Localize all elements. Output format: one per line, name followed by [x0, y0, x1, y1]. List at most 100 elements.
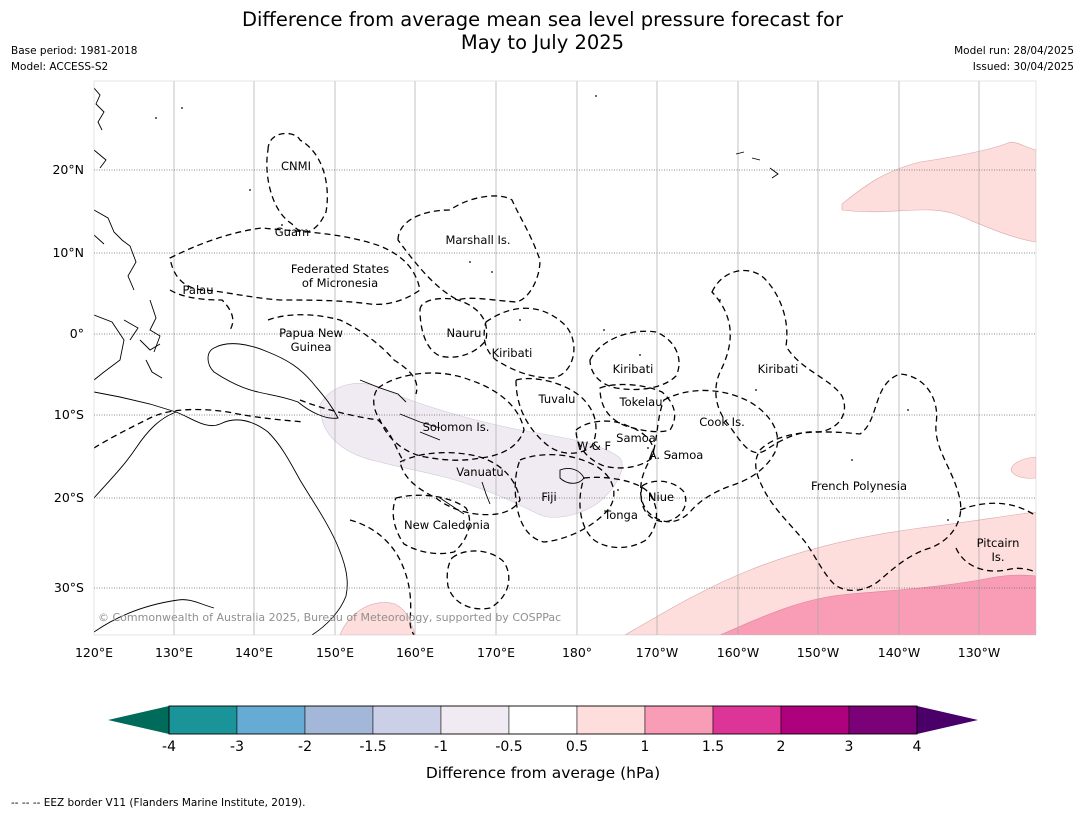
- colorbar-tick-label: -3: [230, 739, 244, 755]
- coast-vanuatu: [481, 481, 491, 505]
- colorbar: -4 -3 -2 -1.5 -1 -0.5 0.5 1 1.5 2 3 4 Difference fr…: [108, 705, 978, 782]
- coast-borneo: [94, 314, 125, 381]
- colorbar-tick-label: -1.5: [359, 739, 386, 755]
- coast-new-britain: [359, 379, 407, 403]
- base-period: Base period: 1981-2018: [11, 45, 138, 57]
- lon-tick-label: 170°E: [477, 645, 515, 660]
- eez-norfolk: [446, 550, 510, 610]
- region-label-frpoly: French Polynesia: [811, 479, 907, 493]
- model-name: Model: ACCESS-S2: [11, 61, 109, 73]
- colorbar-swatch: [440, 705, 510, 735]
- colorbar-tick-label: -4: [162, 739, 176, 755]
- eez-cnmi: [266, 132, 328, 233]
- coast-new-guinea: [207, 343, 339, 419]
- copyright-notice: © Commonwealth of Australia 2025, Bureau…: [98, 611, 561, 624]
- lon-tick-label: 160°E: [396, 645, 434, 660]
- issued-date: Issued: 30/04/2025: [972, 61, 1074, 73]
- eez-fsm: [169, 227, 421, 306]
- eez-fiji: [514, 453, 615, 543]
- colorbar-swatch: [848, 705, 918, 735]
- colorbar-title: Difference from average (hPa): [426, 764, 660, 782]
- colorbar-swatch: [168, 705, 238, 735]
- colorbar-swatch: [236, 705, 306, 735]
- eez-indonesia: [94, 408, 305, 449]
- region-label-guam: Guam: [275, 225, 309, 239]
- colorbar-tick-label: 1: [641, 739, 650, 755]
- colorbar-swatch: [576, 705, 646, 735]
- graticule: [173, 81, 980, 635]
- region-label-fsm: Federated States: [291, 262, 389, 276]
- region-label-png: Papua New: [279, 326, 343, 340]
- colorbar-tick-label: 0.5: [566, 739, 588, 755]
- region-label-cook: Cook Is.: [699, 415, 744, 429]
- coast-hawaii: [735, 151, 779, 179]
- region-label-kiribati2: Kiribati: [613, 362, 654, 376]
- coastlines: [94, 87, 779, 635]
- colorbar-tick-label: -2: [298, 739, 312, 755]
- region-label-palau: Palau: [183, 283, 214, 297]
- coast-australia: [94, 411, 348, 635]
- region-label-tonga: Tonga: [603, 508, 638, 522]
- meta-right: Model run: 28/04/2025 Issued: 30/04/2025: [954, 43, 1074, 75]
- colorbar-tick-label: 1.5: [702, 739, 724, 755]
- model-run: Model run: 28/04/2025: [954, 45, 1074, 57]
- lat-tick-label: 10°N: [52, 245, 84, 260]
- colorbar-tick-label: -1: [434, 739, 448, 755]
- eez-legend: -- -- -- EEZ border V11 (Flanders Marine…: [11, 797, 306, 809]
- colorbar-tick-label: -0.5: [495, 739, 522, 755]
- lon-tick-label: 180°: [562, 645, 592, 660]
- map-frame: © Commonwealth of Australia 2025, Bureau…: [94, 81, 1036, 635]
- map-border: [93, 80, 1037, 636]
- lat-tick-labels: 20°N 10°N 0° 10°S 20°S 30°S: [52, 162, 84, 595]
- colorbar-swatch: [644, 705, 714, 735]
- region-label-fiji: Fiji: [541, 490, 556, 504]
- region-label-tuvalu: Tuvalu: [538, 392, 576, 406]
- colorbar-over-arrow: [917, 706, 978, 734]
- region-label-png: Guinea: [291, 340, 332, 354]
- colorbar-under-arrow: [108, 706, 169, 734]
- coast-solomons: [399, 413, 441, 441]
- coast-asia: [94, 87, 161, 353]
- region-label-marshall: Marshall Is.: [445, 233, 510, 247]
- meta-left: Base period: 1981-2018 Model: ACCESS-S2: [11, 43, 137, 75]
- coast-sulawesi: [139, 339, 163, 379]
- colorbar-swatch: [304, 705, 374, 735]
- region-label-samoa: Samoa: [616, 431, 656, 445]
- eez-png: [267, 314, 418, 395]
- region-label-kiribati3: Kiribati: [758, 362, 799, 376]
- region-label-solomon: Solomon Is.: [423, 420, 490, 434]
- eez-png-south: [299, 399, 405, 463]
- region-label-kiribati1: Kiribati: [492, 346, 533, 360]
- colorbar-tick-label: 3: [845, 739, 854, 755]
- anomaly-pink-east: [1010, 456, 1036, 479]
- lon-tick-labels: 120°E 130°E 140°E 150°E 160°E 170°E 180° 170°W 1…: [75, 645, 1000, 660]
- colorbar-outline: [168, 705, 918, 735]
- eez-pitcairn: [955, 502, 1036, 573]
- eez-kiribati-west: [483, 307, 575, 379]
- lon-tick-label: 130°W: [958, 645, 1000, 660]
- lon-tick-label: 140°W: [878, 645, 920, 660]
- coast-new-caledonia: [439, 497, 465, 515]
- eez-niue: [640, 480, 687, 523]
- lon-tick-label: 140°E: [235, 645, 273, 660]
- lon-tick-label: 150°E: [316, 645, 354, 660]
- lon-tick-label: 170°W: [636, 645, 678, 660]
- colorbar-tick-label: 4: [913, 739, 922, 755]
- anomaly-rose-south: [719, 574, 1036, 635]
- region-label-nauru: Nauru: [447, 326, 482, 340]
- eez-tonga: [579, 476, 658, 549]
- colorbar-swatch: [712, 705, 782, 735]
- eez-tuvalu: [515, 377, 597, 454]
- eez-vanuatu: [399, 452, 521, 516]
- colorbar-swatch: [780, 705, 850, 735]
- eez-australia-east: [349, 519, 415, 635]
- colorbar-tick-label: 2: [777, 739, 786, 755]
- region-label-newcal: New Caledonia: [404, 518, 490, 532]
- region-label-wf: W & F: [577, 439, 611, 453]
- lon-tick-label: 130°E: [155, 645, 193, 660]
- region-label-cnmi: CNMI: [281, 159, 311, 173]
- region-label-asamoa: A. Samoa: [649, 448, 704, 462]
- lat-tick-label: 0°: [70, 326, 84, 341]
